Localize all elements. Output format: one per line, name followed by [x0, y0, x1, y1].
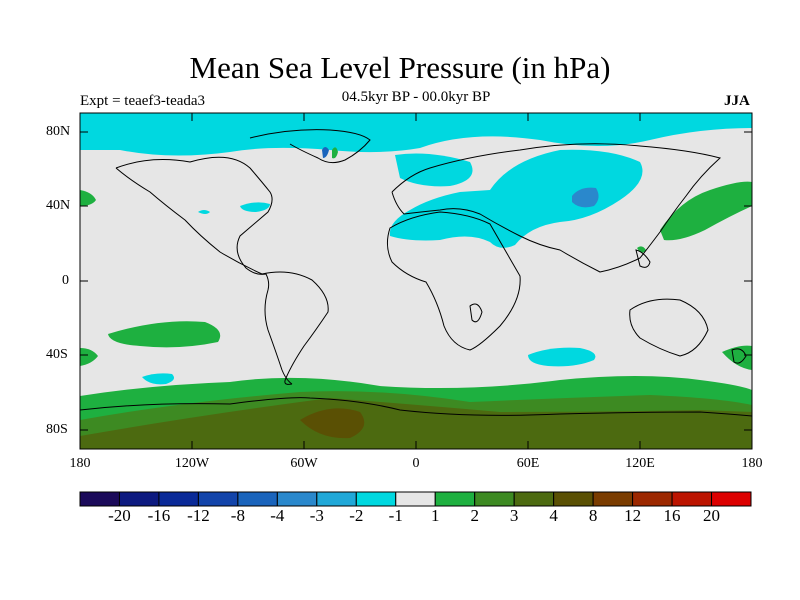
lat-label-40s: 40S	[46, 347, 68, 362]
colorbar-label: 12	[624, 506, 642, 525]
colorbar-label: 2	[470, 506, 479, 525]
colorbar-label: 20	[703, 506, 721, 525]
lat-ticks	[80, 131, 752, 431]
greenland-low	[322, 147, 329, 158]
colorbar-label: 16	[663, 506, 681, 525]
colorbar-swatch	[632, 491, 673, 507]
colorbar-swatch	[671, 491, 713, 507]
experiment-label: Expt = teaef3-teada3	[80, 93, 206, 109]
colorbar-label: -16	[147, 506, 171, 525]
lon-ticks	[191, 113, 641, 449]
colorbar-swatch	[513, 491, 555, 507]
colorbar-swatch	[553, 491, 594, 507]
colorbar-label: 4	[549, 506, 558, 525]
lon-label-0: 0	[412, 456, 420, 471]
period-label: 04.5kyr BP - 00.0kyr BP	[341, 89, 491, 105]
coastlines	[80, 129, 752, 417]
colorbar-label: -8	[230, 506, 245, 525]
positive-anomaly-regions	[80, 181, 752, 449]
lon-label-180w: 180	[69, 456, 91, 471]
colorbar-swatch	[118, 491, 160, 507]
negative-anomaly-regions	[80, 113, 752, 385]
lat-label-0: 0	[62, 273, 69, 288]
colorbar-label: -3	[309, 506, 324, 525]
colorbar-swatch	[395, 491, 436, 507]
colorbar-swatch	[237, 491, 278, 507]
season-label: JJA	[724, 93, 750, 109]
colorbar-label: -20	[108, 506, 131, 525]
colorbar-swatch	[197, 491, 239, 507]
lat-label-40n: 40N	[46, 198, 71, 213]
colorbar-swatch	[276, 491, 318, 507]
greenland-high	[332, 147, 338, 159]
colorbar-swatch	[316, 491, 357, 507]
colorbar-label: -1	[388, 506, 403, 525]
colorbar-swatch	[434, 491, 476, 507]
lat-label-80n: 80N	[46, 124, 71, 139]
colorbar-swatch	[355, 491, 397, 507]
colorbar-swatch	[592, 491, 634, 507]
lon-label-180e: 180	[741, 456, 763, 471]
colorbar-label: -12	[187, 506, 210, 525]
lon-label-60e: 60E	[516, 456, 540, 471]
colorbar-label: 3	[509, 506, 519, 525]
colorbar-label: -4	[270, 506, 285, 525]
colorbar-label: 8	[588, 506, 598, 525]
map-title: Mean Sea Level Pressure (in hPa)	[189, 50, 611, 85]
colorbar-swatch	[79, 491, 120, 507]
lon-label-120w: 120W	[174, 456, 210, 471]
lat-label-80s: 80S	[46, 422, 68, 437]
strong-low-region	[572, 187, 599, 208]
colorbar-swatch	[158, 491, 199, 507]
colorbar-label: -2	[349, 506, 364, 525]
colorbar-label: 1	[430, 506, 440, 525]
colorbar-swatch	[474, 491, 515, 507]
colorbar-swatch	[711, 491, 752, 507]
lon-label-60w: 60W	[290, 456, 318, 471]
lon-label-120e: 120E	[625, 456, 655, 471]
